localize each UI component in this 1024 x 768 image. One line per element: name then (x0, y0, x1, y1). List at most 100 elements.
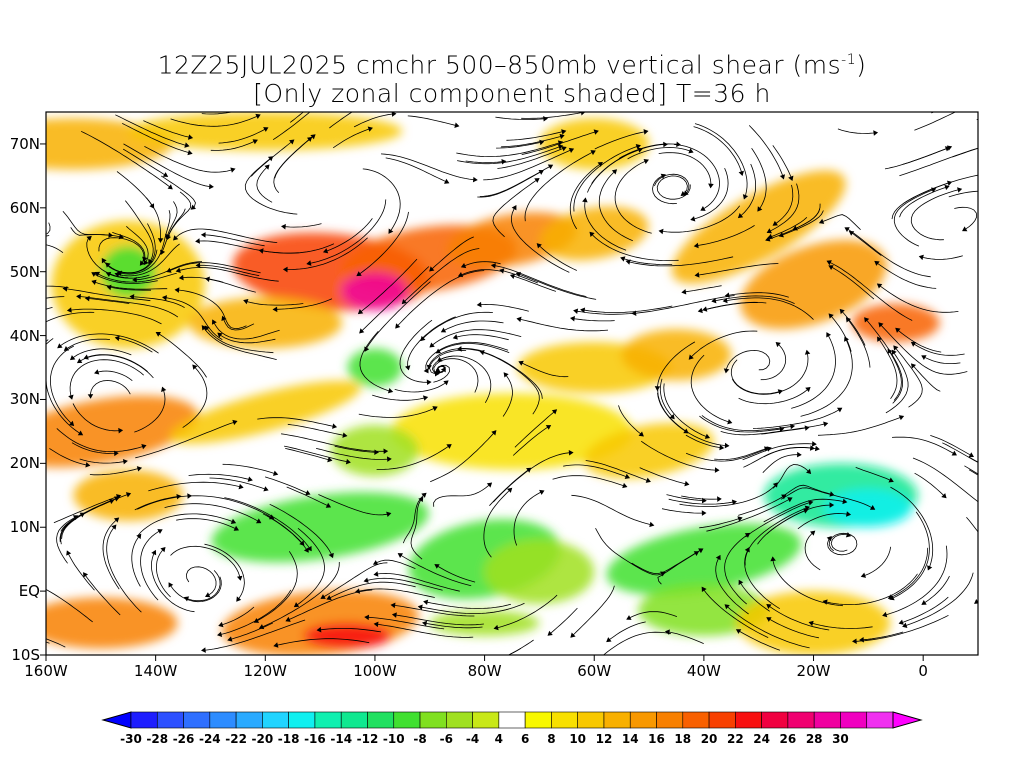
streamline-arrowhead (141, 444, 147, 450)
streamline-arrowhead (132, 276, 137, 283)
streamline-arrowhead (688, 148, 694, 154)
streamline-arrowhead (946, 145, 953, 151)
streamline-arrowhead (255, 113, 261, 120)
streamline (626, 611, 678, 620)
streamline (132, 261, 203, 281)
streamline (679, 482, 778, 507)
streamline (94, 370, 133, 382)
streamline-arrowhead (509, 273, 516, 279)
streamline (483, 488, 512, 558)
lat-tick-label: 40N (9, 326, 40, 345)
streamline-arrowhead (818, 218, 825, 224)
streamline-arrowhead (76, 358, 83, 364)
streamline (196, 264, 260, 277)
streamline-arrowhead (66, 550, 72, 556)
streamline-arrowhead (738, 170, 744, 176)
streamline-arrowhead (921, 599, 927, 605)
streamline (701, 415, 795, 431)
streamline (318, 494, 391, 516)
streamline-arrowhead (805, 387, 811, 393)
streamline-arrowhead (444, 178, 450, 184)
streamline (95, 272, 177, 283)
streamline-arrowhead (272, 306, 278, 313)
streamline-arrowhead (282, 266, 288, 273)
streamline (797, 513, 851, 530)
map-frame (45, 111, 979, 656)
streamline-arrowhead (611, 169, 618, 175)
streamline (828, 313, 852, 352)
streamline (204, 325, 274, 354)
streamline-arrowhead (238, 483, 244, 490)
streamline (665, 631, 704, 644)
streamline-arrowhead (320, 100, 324, 104)
streamline (658, 152, 712, 188)
streamline-arrowhead (417, 604, 423, 610)
streamline-arrowhead (440, 367, 446, 373)
streamline-arrowhead (187, 149, 193, 156)
streamline-arrowhead (162, 295, 167, 301)
colorbar-cell (472, 711, 500, 729)
streamline-arrowhead (797, 451, 802, 458)
streamline (743, 447, 820, 468)
streamline (130, 296, 185, 308)
streamline-arrowhead (173, 235, 179, 241)
streamline-arrowhead (454, 122, 460, 129)
streamline-arrowhead (201, 647, 206, 653)
streamline (281, 223, 322, 228)
streamline (912, 457, 978, 503)
streamline (391, 604, 475, 617)
streamline (122, 123, 193, 154)
streamline (453, 334, 509, 341)
streamline-arrowhead (775, 341, 781, 348)
streamline (477, 303, 529, 312)
streamline (359, 330, 393, 393)
streamline (71, 442, 119, 454)
streamline (513, 490, 544, 546)
streamline-arrowhead (386, 511, 392, 517)
colorbar-cell (629, 711, 657, 729)
streamline (160, 208, 186, 255)
streamline-arrowhead (957, 187, 963, 193)
streamline-arrowhead (681, 289, 687, 295)
streamline-arrowhead (625, 259, 631, 265)
streamline-arrowhead (479, 349, 485, 356)
streamline-arrowhead (693, 242, 699, 249)
streamline (140, 529, 163, 601)
colorbar-low-arrow (101, 711, 132, 729)
streamline (227, 622, 273, 641)
streamline (394, 380, 449, 393)
streamline (106, 524, 142, 613)
streamline (63, 288, 151, 302)
streamline-arrowhead (195, 238, 200, 244)
streamline (580, 305, 673, 313)
streamline (224, 497, 312, 551)
lat-ticks (40, 143, 46, 656)
streamline (491, 264, 587, 297)
streamline (91, 280, 168, 290)
streamline (699, 415, 784, 433)
colorbar-label: 6 (520, 732, 530, 746)
streamline (201, 619, 306, 651)
streamline-arrowhead (77, 430, 84, 436)
streamline (122, 148, 168, 177)
lat-tick-label: 20N (9, 454, 40, 473)
streamline (902, 572, 974, 627)
streamline-arrowhead (129, 294, 135, 300)
streamline-arrowhead (731, 499, 737, 505)
streamline (441, 320, 504, 333)
colorbar-label: -6 (439, 732, 453, 746)
streamline (66, 550, 95, 591)
streamline (79, 458, 128, 464)
streamline-arrowhead (561, 146, 567, 152)
streamline (98, 237, 145, 266)
streamline-arrowhead (711, 297, 717, 304)
streamline (124, 200, 154, 264)
lon-tick-label: 140W (133, 662, 178, 680)
streamline (742, 443, 817, 461)
streamline-arrowhead (808, 620, 814, 627)
streamline (745, 501, 813, 538)
streamline (209, 477, 269, 491)
streamline (780, 487, 875, 510)
streamline (458, 269, 502, 277)
streamline-arrowhead (876, 283, 883, 289)
